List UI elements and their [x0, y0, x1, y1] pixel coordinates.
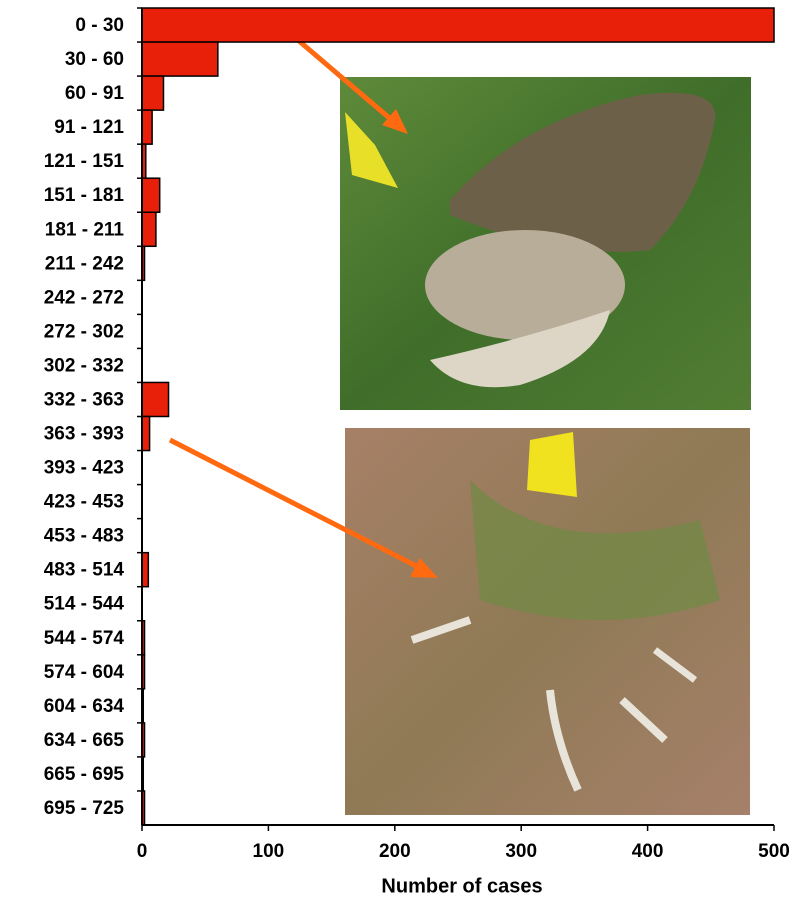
y-tick-label: 0 - 30	[75, 15, 124, 36]
y-tick-label: 30 - 60	[65, 49, 124, 70]
bar	[141, 109, 153, 145]
y-tick-label: 151 - 181	[44, 185, 125, 206]
y-tick-label: 272 - 302	[44, 321, 124, 342]
y-tick-label: 423 - 453	[44, 492, 124, 513]
y-tick-label: 60 - 91	[65, 83, 125, 104]
y-tick-label: 332 - 363	[44, 389, 124, 410]
bar	[141, 7, 775, 43]
x-axis-label: Number of cases	[381, 875, 542, 897]
x-tick-label: 300	[505, 841, 537, 862]
y-tick-label: 121 - 151	[44, 151, 125, 172]
x-tick-label: 500	[758, 841, 790, 862]
bar	[141, 211, 157, 248]
y-tick-label: 302 - 332	[44, 355, 124, 376]
y-tick-label: 181 - 211	[45, 219, 125, 240]
photo-bones	[345, 428, 750, 815]
x-tick-label: 200	[379, 841, 411, 862]
y-tick-label: 483 - 514	[44, 560, 125, 581]
bar	[141, 41, 219, 77]
y-tick-label: 695 - 725	[44, 798, 125, 819]
y-tick-label: 211 - 242	[45, 253, 124, 274]
y-tick-label: 514 - 544	[44, 594, 125, 615]
bar	[141, 177, 161, 213]
arrow-head	[382, 109, 408, 134]
y-tick-label: 665 - 695	[44, 764, 125, 785]
y-tick-label: 453 - 483	[44, 526, 124, 547]
bar	[141, 75, 165, 111]
y-tick-label: 604 - 634	[44, 696, 125, 717]
y-tick-label: 91 - 121	[54, 117, 124, 138]
bar	[141, 415, 151, 452]
x-tick-label: 0	[137, 841, 148, 862]
arrow	[290, 33, 402, 129]
y-tick-label: 574 - 604	[44, 662, 125, 683]
x-tick-label: 400	[632, 841, 664, 862]
arrow-head	[410, 558, 438, 578]
bar	[141, 381, 170, 418]
y-tick-label: 544 - 574	[44, 628, 125, 649]
y-tick-label: 634 - 665	[44, 730, 125, 751]
arrow	[168, 437, 430, 575]
photo-owl-carcass	[340, 77, 751, 410]
y-tick-label: 393 - 423	[44, 458, 124, 479]
y-tick-label: 363 - 393	[44, 424, 124, 445]
y-tick-label: 242 - 272	[44, 287, 124, 308]
x-tick-label: 100	[253, 841, 285, 862]
